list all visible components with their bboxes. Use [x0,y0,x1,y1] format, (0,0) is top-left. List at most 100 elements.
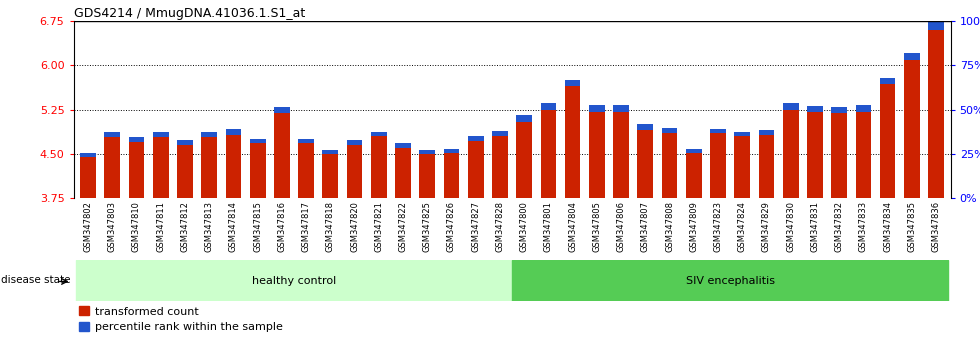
Bar [370,132,387,136]
FancyBboxPatch shape [512,260,949,301]
Bar [347,145,363,198]
Bar [80,153,96,157]
Text: GSM347814: GSM347814 [229,201,238,252]
Text: GSM347813: GSM347813 [205,201,214,252]
Text: SIV encephalitis: SIV encephalitis [686,275,774,286]
Text: GSM347821: GSM347821 [374,201,383,252]
Bar [710,129,726,133]
Bar [613,112,629,198]
Bar [759,130,774,135]
Bar [370,136,387,198]
Text: GSM347804: GSM347804 [568,201,577,252]
Text: GSM347806: GSM347806 [616,201,625,252]
Bar [444,149,460,153]
Text: GSM347809: GSM347809 [689,201,699,252]
Bar [856,105,871,112]
Text: GSM347829: GSM347829 [762,201,771,252]
Bar [225,135,241,198]
Bar [395,143,411,148]
Text: GSM347805: GSM347805 [592,201,602,252]
Text: GSM347831: GSM347831 [810,201,819,252]
Bar [808,112,823,198]
Text: GSM347800: GSM347800 [519,201,528,252]
Bar [662,128,677,133]
Bar [928,22,944,30]
Bar [783,103,799,110]
Text: GSM347820: GSM347820 [350,201,359,252]
Text: GSM347822: GSM347822 [399,201,408,252]
Text: GSM347811: GSM347811 [156,201,166,252]
Bar [153,132,169,137]
Bar [662,133,677,198]
Text: healthy control: healthy control [252,275,336,286]
Text: GSM347834: GSM347834 [883,201,892,252]
Bar [177,141,193,145]
Bar [637,125,654,130]
Text: GSM347807: GSM347807 [641,201,650,252]
Bar [831,107,847,113]
Text: GSM347832: GSM347832 [835,201,844,252]
Bar [395,148,411,198]
Bar [201,137,217,198]
Text: disease state: disease state [1,275,71,285]
Bar [904,52,919,59]
Bar [274,113,290,198]
Bar [225,129,241,135]
Text: GSM347801: GSM347801 [544,201,553,252]
Text: GSM347825: GSM347825 [422,201,432,252]
Bar [831,113,847,198]
Text: GSM347828: GSM347828 [496,201,505,252]
Bar [322,150,338,154]
Bar [880,84,896,198]
Bar [322,154,338,198]
Bar [734,136,750,198]
Legend: transformed count, percentile rank within the sample: transformed count, percentile rank withi… [79,307,282,332]
Bar [105,137,121,198]
Bar [686,153,702,198]
Text: GSM347836: GSM347836 [932,201,941,252]
Bar [880,78,896,84]
FancyBboxPatch shape [75,260,512,301]
Text: GSM347824: GSM347824 [738,201,747,252]
Bar [589,112,605,198]
Text: GSM347818: GSM347818 [325,201,335,252]
Text: GSM347830: GSM347830 [786,201,795,252]
Bar [492,131,508,136]
Bar [128,137,144,142]
Text: GSM347803: GSM347803 [108,201,117,252]
Text: GSM347826: GSM347826 [447,201,456,252]
Text: GDS4214 / MmugDNA.41036.1.S1_at: GDS4214 / MmugDNA.41036.1.S1_at [74,7,305,20]
Bar [444,153,460,198]
Bar [153,137,169,198]
Bar [928,30,944,198]
Text: GSM347808: GSM347808 [665,201,674,252]
Bar [250,143,266,198]
Bar [80,157,96,198]
Bar [808,105,823,112]
Bar [298,139,314,143]
Bar [783,110,799,198]
Bar [710,133,726,198]
Bar [467,141,483,198]
Bar [564,86,580,198]
Bar [274,107,290,113]
Bar [492,136,508,198]
Bar [734,132,750,136]
Text: GSM347816: GSM347816 [277,201,286,252]
Bar [613,105,629,112]
Text: GSM347835: GSM347835 [907,201,916,252]
Bar [128,142,144,198]
Bar [541,103,557,110]
Bar [201,132,217,137]
Bar [250,139,266,143]
Text: GSM347823: GSM347823 [713,201,722,252]
Text: GSM347815: GSM347815 [253,201,262,252]
Bar [105,132,121,137]
Bar [419,154,435,198]
Bar [637,130,654,198]
Bar [298,143,314,198]
Bar [177,145,193,198]
Text: GSM347817: GSM347817 [302,201,311,252]
Text: GSM347833: GSM347833 [858,201,868,252]
Text: GSM347812: GSM347812 [180,201,189,252]
